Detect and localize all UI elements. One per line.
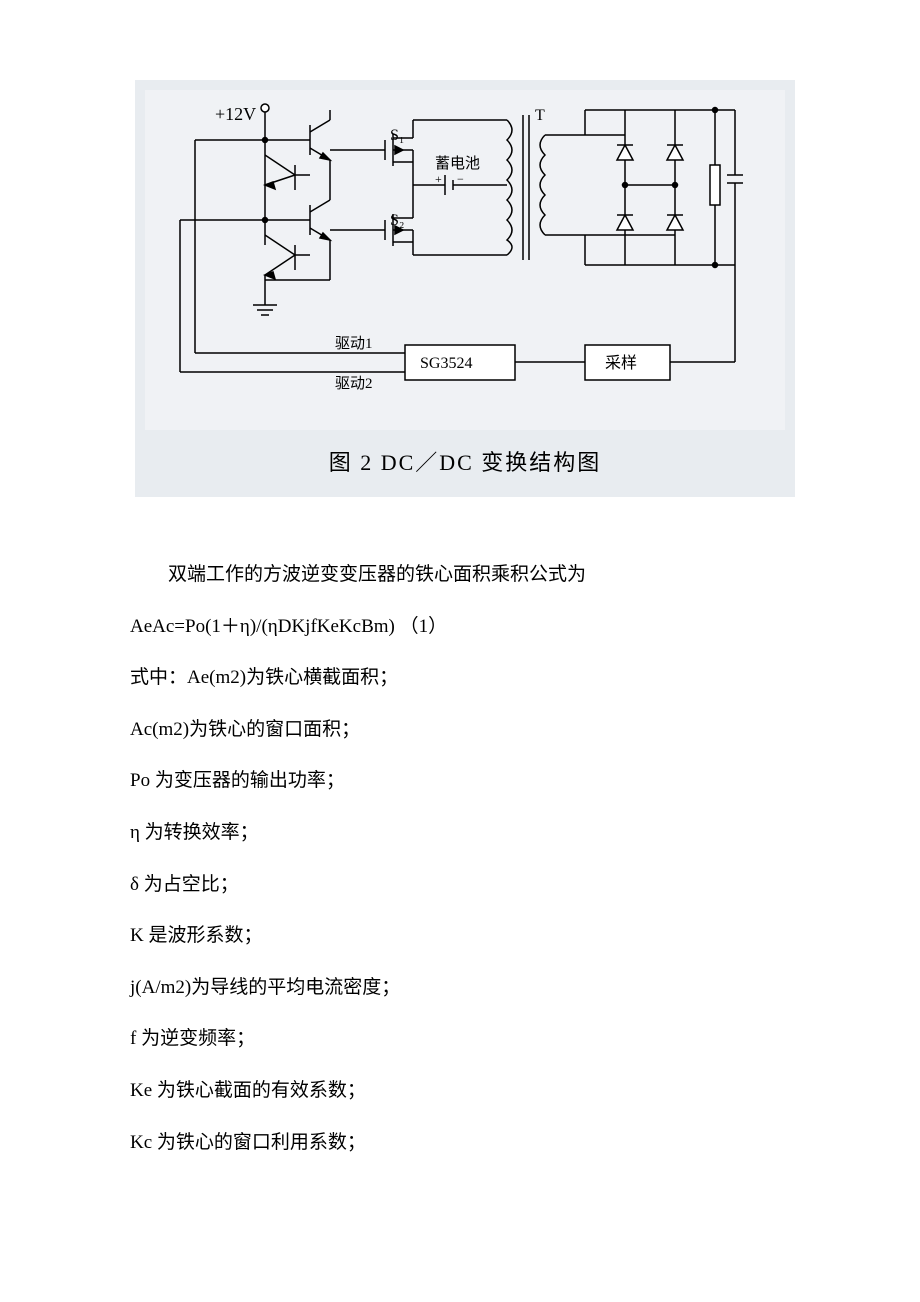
content-section: 双端工作的方波逆变变压器的铁心面积乘积公式为 AeAc=Po(1＋η)/(ηDK…: [130, 552, 800, 1165]
def-item: δ 为占空比；: [130, 862, 800, 908]
def-item: Ac(m2)为铁心的窗口面积；: [130, 707, 800, 753]
drive1-label: 驱动1: [335, 335, 373, 352]
diagram-container: +12V S₁: [135, 80, 795, 497]
transformer-label: T: [535, 107, 545, 124]
def-item: Po 为变压器的输出功率；: [130, 758, 800, 804]
figure-caption: 图 2 DC／DC 变换结构图: [145, 445, 785, 477]
def-lead: 式中：Ae(m2)为铁心横截面积；: [130, 655, 800, 701]
svg-text:−: −: [457, 172, 464, 186]
circuit-diagram: +12V S₁: [145, 90, 785, 430]
voltage-label: +12V: [215, 104, 256, 124]
def-item: j(A/m2)为导线的平均电流密度；: [130, 965, 800, 1011]
battery-label: 蓄电池: [435, 155, 480, 172]
def-item: η 为转换效率；: [130, 810, 800, 856]
controller-label: SG3524: [420, 355, 472, 372]
drive2-label: 驱动2: [335, 375, 373, 392]
svg-text:+: +: [435, 172, 442, 186]
sampling-label: 采样: [605, 354, 637, 372]
intro-text: 双端工作的方波逆变变压器的铁心面积乘积公式为: [130, 552, 800, 598]
s1-label: S₁: [390, 127, 404, 144]
def-item: Ke 为铁心截面的有效系数；: [130, 1068, 800, 1114]
def-item: K 是波形系数；: [130, 913, 800, 959]
def-item: Kc 为铁心的窗口利用系数；: [130, 1120, 800, 1166]
def-item: f 为逆变频率；: [130, 1016, 800, 1062]
formula-text: AeAc=Po(1＋η)/(ηDKjfKeKcBm) （1）: [130, 604, 800, 650]
